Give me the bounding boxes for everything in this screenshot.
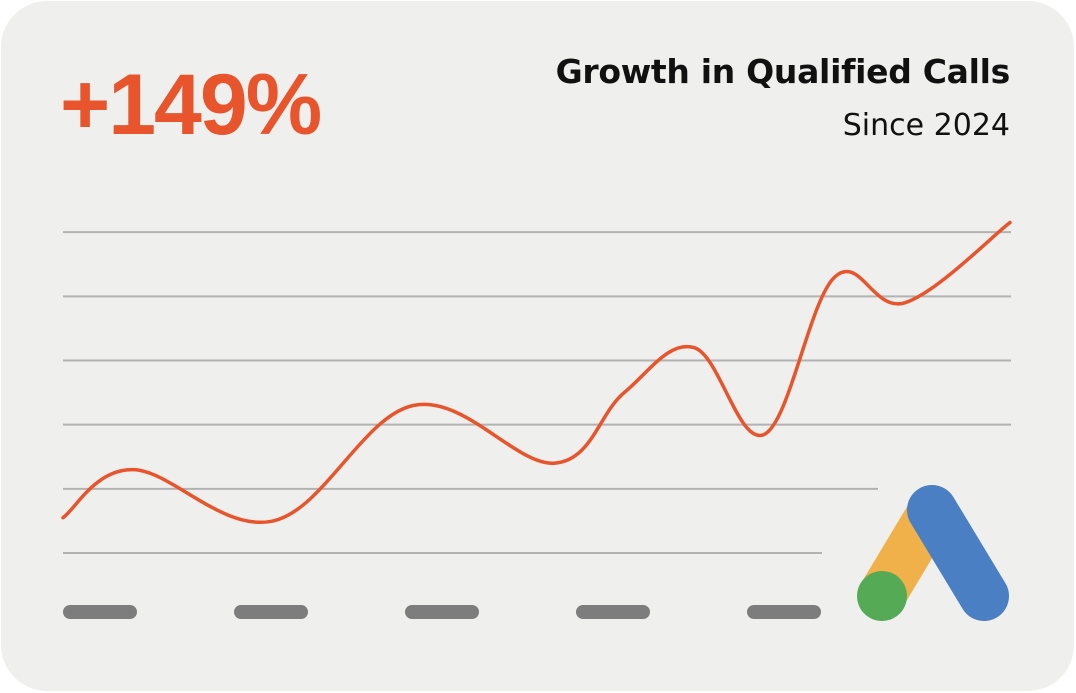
- google-ads-logo-icon: [857, 485, 1009, 621]
- chart-title: Growth in Qualified Calls: [555, 52, 1011, 91]
- growth-headline: +149%: [60, 57, 322, 153]
- series-line: [61, 220, 1012, 525]
- series-layer: [61, 220, 1012, 525]
- chart-subtitle: Since 2024: [842, 108, 1010, 143]
- gridlines: [63, 231, 1011, 554]
- logo-blue-bar: [907, 485, 1009, 621]
- logo-green-dot: [857, 571, 907, 621]
